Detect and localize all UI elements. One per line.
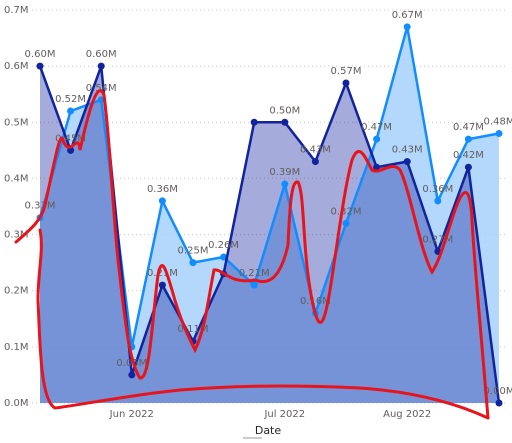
data-label: 0.11M [178, 324, 209, 335]
data-label: 0.21M [239, 268, 270, 279]
data-label: 0.33M [25, 201, 56, 212]
point [36, 62, 44, 70]
data-label: 0.05M [116, 358, 147, 369]
data-label: 0.42M [453, 150, 484, 161]
data-label: 0.47M [361, 122, 392, 133]
x-tick-label: Aug 2022 [383, 409, 431, 420]
point [128, 371, 136, 379]
data-label: 0.43M [300, 145, 331, 156]
data-label: 0.16M [300, 296, 331, 307]
point [189, 259, 197, 267]
point [495, 130, 503, 138]
point [373, 135, 381, 143]
data-label: 0.47M [453, 122, 484, 133]
data-label: 0.00M [484, 386, 512, 397]
data-label: 0.67M [392, 10, 423, 21]
point [464, 135, 472, 143]
data-label: 0.60M [25, 49, 56, 60]
data-label: 0.60M [86, 49, 117, 60]
y-tick-label: 0.4M [4, 173, 29, 184]
y-tick-label: 0.6M [4, 61, 29, 72]
point [434, 197, 442, 205]
data-label: 0.39M [269, 167, 300, 178]
y-tick-label: 0.2M [4, 286, 29, 297]
y-tick-label: 0.0M [4, 398, 29, 409]
data-label: 0.21M [147, 268, 178, 279]
annotation-scribble [14, 89, 490, 420]
point [373, 163, 381, 171]
point [158, 197, 166, 205]
point [250, 281, 258, 289]
data-label: 0.54M [86, 83, 117, 94]
point [495, 399, 503, 407]
data-label: 0.32M [331, 206, 362, 217]
point [220, 253, 228, 261]
x-tick-label: Jun 2022 [109, 409, 154, 420]
point [158, 281, 166, 289]
point [342, 79, 350, 87]
point [67, 107, 75, 115]
point [97, 62, 105, 70]
point [281, 180, 289, 188]
line [38, 65, 501, 404]
data-label: 0.52M [55, 94, 86, 105]
data-label: 0.43M [392, 145, 423, 156]
data-label: 0.36M [147, 184, 178, 195]
data-label: 0.57M [331, 66, 362, 77]
data-label: 0.26M [208, 240, 239, 251]
plot-area: 0.0M 0.1M 0.2M 0.3M 0.4M 0.5M 0.6M 0.7M Jun 2022… [4, 5, 512, 420]
data-label: 0.27M [422, 234, 453, 245]
y-tick-label: 0.7M [4, 5, 29, 16]
point [250, 118, 258, 126]
y-tick-label: 0.3M [4, 230, 29, 241]
point [311, 158, 319, 166]
point [403, 23, 411, 31]
data-label: 0.48M [484, 117, 512, 128]
data-label: 0.36M [422, 184, 453, 195]
x-tick-label: Jul 2022 [263, 409, 305, 420]
point [342, 219, 350, 227]
data-label: 0.50M [269, 105, 300, 116]
x-axis-title: Date [255, 424, 282, 437]
data-label: 0.45M [55, 133, 86, 144]
point [403, 158, 411, 166]
point [464, 163, 472, 171]
y-tick-label: 0.1M [4, 342, 29, 353]
data-label: 0.25M [178, 246, 209, 257]
y-tick-label: 0.5M [4, 117, 29, 128]
point [281, 118, 289, 126]
